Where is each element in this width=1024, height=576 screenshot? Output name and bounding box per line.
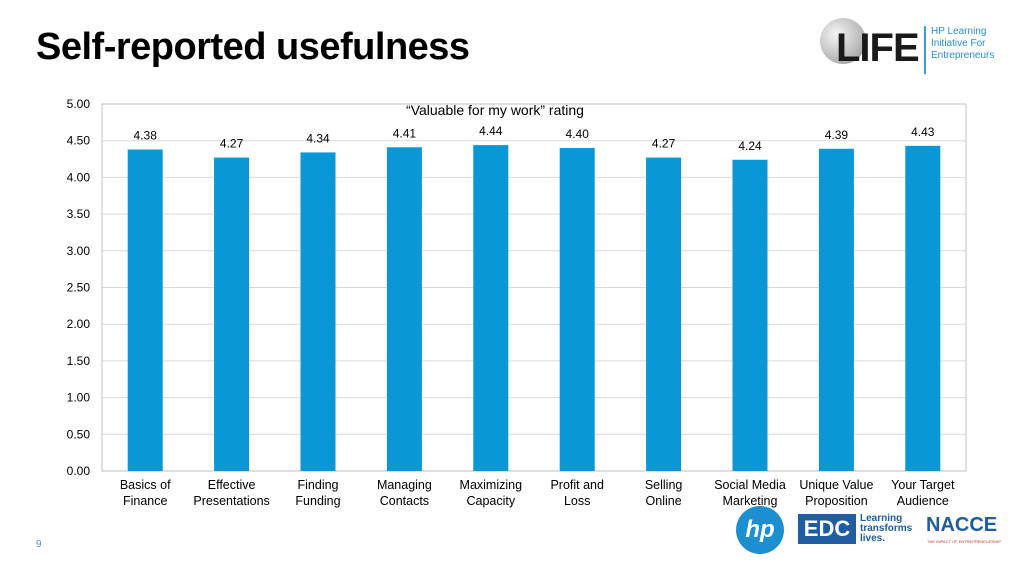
y-tick-label: 1.00	[67, 391, 91, 405]
nacce-logo: NACCE	[926, 514, 998, 536]
category-label: Selling	[645, 478, 683, 492]
bar	[300, 152, 336, 471]
edc-tagline: Learning transforms lives.	[860, 513, 913, 544]
category-label: Funding	[295, 494, 340, 508]
page-number: 9	[36, 539, 42, 550]
category-label: Marketing	[723, 494, 778, 508]
data-label: 4.41	[393, 126, 417, 140]
data-label: 4.34	[306, 131, 330, 145]
nacce-tagline: THE IMPACT OF ENTREPRENEURSHIP	[927, 539, 1002, 544]
page-title: Self-reported usefulness	[36, 26, 470, 68]
bar	[646, 157, 682, 471]
category-label: Proposition	[805, 494, 868, 508]
life-logo-text: LIFE	[836, 26, 920, 70]
bar	[559, 148, 595, 472]
category-label: Managing	[377, 478, 432, 492]
bar	[473, 145, 509, 471]
category-label: Finding	[298, 478, 339, 492]
y-tick-label: 0.50	[67, 427, 91, 441]
category-label: Effective	[208, 478, 256, 492]
category-label: Unique Value	[799, 478, 873, 492]
y-tick-label: 1.50	[67, 354, 91, 368]
data-label: 4.39	[825, 128, 849, 142]
edc-logo: EDC	[798, 514, 856, 544]
data-label: 4.38	[134, 129, 158, 143]
y-tick-label: 3.00	[67, 244, 91, 258]
bar	[732, 159, 768, 471]
category-label: Loss	[564, 494, 590, 508]
data-label: 4.43	[911, 125, 935, 139]
partner-logos: hp EDC Learning transforms lives. NACCE …	[736, 506, 1006, 554]
life-logo-subtitle: HP Learning Initiative For Entrepreneurs	[931, 26, 995, 61]
bar	[905, 145, 941, 471]
y-tick-label: 4.00	[67, 170, 91, 184]
bar	[818, 148, 854, 472]
category-label: Audience	[897, 494, 949, 508]
bar	[386, 147, 422, 471]
chart-title: “Valuable for my work” rating	[406, 102, 584, 118]
y-tick-label: 3.50	[67, 207, 91, 221]
category-label: Online	[646, 494, 682, 508]
y-tick-label: 0.00	[67, 464, 91, 478]
y-tick-label: 2.00	[67, 317, 91, 331]
y-tick-label: 5.00	[67, 97, 91, 111]
y-tick-label: 4.50	[67, 134, 91, 148]
category-label: Presentations	[193, 494, 269, 508]
y-tick-label: 2.50	[67, 281, 91, 295]
data-label: 4.40	[566, 127, 590, 141]
category-label: Social Media	[714, 478, 786, 492]
bar	[214, 157, 250, 471]
data-label: 4.24	[738, 139, 762, 153]
category-label: Maximizing	[460, 478, 523, 492]
hp-logo: hp	[736, 506, 784, 554]
category-label: Your Target	[891, 478, 955, 492]
category-label: Contacts	[380, 494, 429, 508]
category-label: Profit and	[550, 478, 604, 492]
life-logo: LIFE HP Learning Initiative For Entrepre…	[818, 16, 998, 76]
data-label: 4.44	[479, 124, 503, 138]
data-label: 4.27	[220, 137, 244, 151]
category-label: Basics of	[120, 478, 171, 492]
bar	[127, 149, 163, 471]
data-label: 4.27	[652, 137, 676, 151]
globe-icon	[820, 18, 866, 64]
logo-divider	[924, 26, 926, 74]
category-label: Capacity	[466, 494, 515, 508]
category-label: Finance	[123, 494, 168, 508]
